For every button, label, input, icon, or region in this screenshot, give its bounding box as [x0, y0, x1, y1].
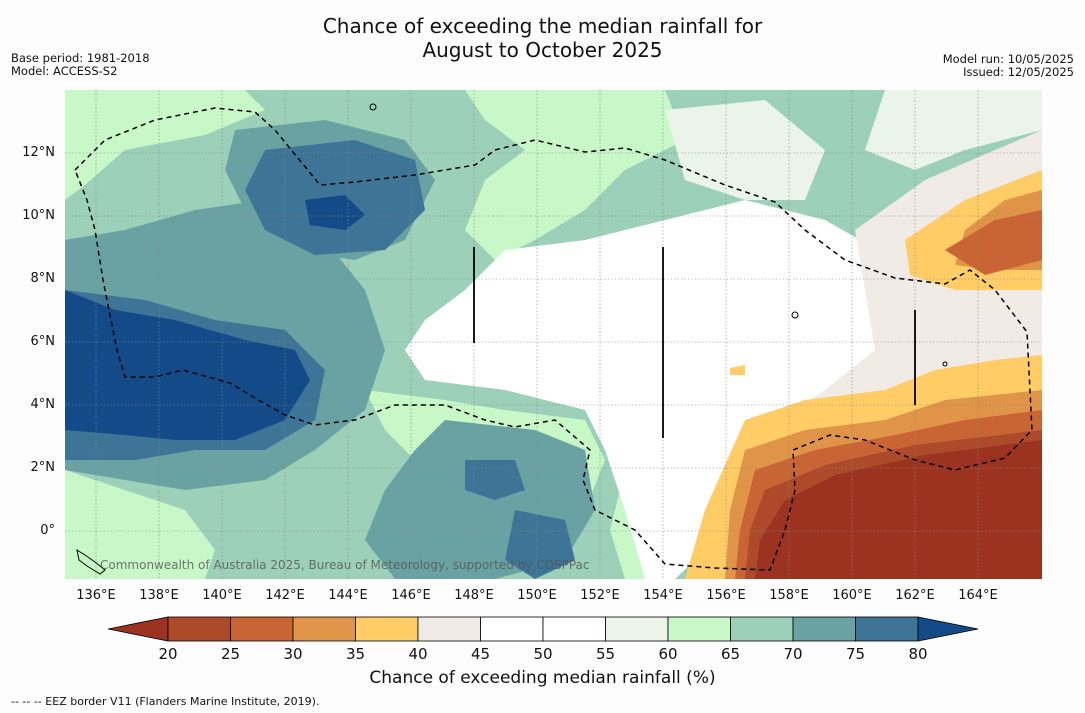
- lat-label: 2°N: [30, 460, 56, 475]
- lon-label: 164°E: [958, 588, 998, 603]
- region-75-80: [505, 510, 575, 579]
- eez-border: [74, 107, 1033, 571]
- colorbar-tick-label: 70: [783, 645, 803, 663]
- colorbar-segment: [167, 616, 231, 642]
- colorbar-over-arrow: [917, 616, 979, 642]
- lon-label: 142°E: [265, 588, 305, 603]
- colorbar-segment: [230, 616, 294, 642]
- region-60-65: [65, 470, 215, 579]
- lon-label: 140°E: [202, 588, 242, 603]
- region-60-65: [65, 90, 265, 200]
- colorbar-segment: [292, 616, 356, 642]
- colorbar-tick-label: 25: [220, 645, 241, 663]
- colorbar-tick-label: 65: [720, 645, 741, 663]
- credit-text: Commonwealth of Australia 2025, Bureau o…: [100, 558, 590, 572]
- region-over-80: [305, 195, 365, 230]
- run-info: Model run: 10/05/2025 Issued: 12/05/2025: [943, 53, 1074, 79]
- region-45-60: [405, 200, 925, 579]
- lon-label: 144°E: [328, 588, 368, 603]
- colorbar-tick-label: 45: [470, 645, 491, 663]
- region-over-80: [65, 290, 310, 440]
- island: [791, 311, 799, 319]
- model-run: Model run: 10/05/2025: [942, 52, 1074, 66]
- colorbar-tick-label: 20: [158, 645, 178, 663]
- lon-label: 158°E: [769, 588, 809, 603]
- lon-label: 150°E: [517, 588, 557, 603]
- lon-label: 156°E: [706, 588, 746, 603]
- colorbar-under-arrow: [107, 616, 169, 642]
- colorbar-segment: [667, 616, 731, 642]
- colorbar-tick-label: 30: [283, 645, 303, 663]
- lon-label: 160°E: [832, 588, 872, 603]
- colorbar-tick-label: 50: [533, 645, 553, 663]
- lat-label: 8°N: [30, 271, 56, 286]
- lon-label: 136°E: [76, 588, 116, 603]
- region-60-65: [465, 90, 685, 260]
- lon-label: 148°E: [454, 588, 494, 603]
- colorbar-tick-label: 40: [408, 645, 428, 663]
- colorbar-tick-label: 75: [845, 645, 866, 663]
- colorbar-segment: [480, 616, 544, 642]
- colorbar-segment: [355, 616, 419, 642]
- region-55-60: [865, 90, 1042, 170]
- lon-label: 152°E: [580, 588, 620, 603]
- base-period-info: Base period: 1981-2018 Model: ACCESS-S2: [11, 52, 150, 78]
- title-line-1: Chance of exceeding the median rainfall …: [322, 14, 763, 38]
- lat-label: 12°N: [22, 145, 55, 160]
- colorbar: [107, 616, 979, 646]
- colorbar-segment: [792, 616, 856, 642]
- colorbar-segment: [417, 616, 481, 642]
- colorbar-tick-label: 35: [345, 645, 366, 663]
- region-25-30: [945, 210, 1042, 275]
- gridlines: [65, 90, 1042, 579]
- lon-label: 162°E: [895, 588, 935, 603]
- region-75-80: [465, 460, 525, 500]
- map-title: Chance of exceeding the median rainfall …: [0, 14, 1085, 62]
- colorbar-tick-label: 60: [658, 645, 678, 663]
- lon-label: 154°E: [643, 588, 683, 603]
- island: [76, 548, 106, 575]
- colorbar-segment: [542, 616, 606, 642]
- region-under-20: [755, 440, 1042, 579]
- colorbar-title: Chance of exceeding median rainfall (%): [369, 668, 716, 688]
- region-55-60: [665, 100, 825, 200]
- rainfall-map: [65, 90, 1042, 579]
- eez-footnote: -- -- -- EEZ border V11 (Flanders Marine…: [11, 695, 320, 708]
- title-line-2: August to October 2025: [422, 38, 663, 62]
- colorbar-segment: [855, 616, 919, 642]
- lat-label: 6°N: [30, 334, 56, 349]
- colorbar-segment: [605, 616, 669, 642]
- lat-label: 10°N: [22, 208, 55, 223]
- island: [369, 103, 377, 111]
- lat-label: 0°: [40, 523, 55, 538]
- lon-label: 146°E: [391, 588, 431, 603]
- colorbar-tick-label: 55: [595, 645, 616, 663]
- lat-label: 4°N: [30, 397, 56, 412]
- colorbar-tick-label: 80: [908, 645, 928, 663]
- model-name: Model: ACCESS-S2: [11, 64, 118, 78]
- island: [942, 361, 948, 367]
- colorbar-segment: [730, 616, 794, 642]
- issued-date: Issued: 12/05/2025: [963, 65, 1074, 79]
- region-35-40: [730, 365, 745, 375]
- base-period: Base period: 1981-2018: [11, 51, 150, 65]
- lon-label: 138°E: [139, 588, 179, 603]
